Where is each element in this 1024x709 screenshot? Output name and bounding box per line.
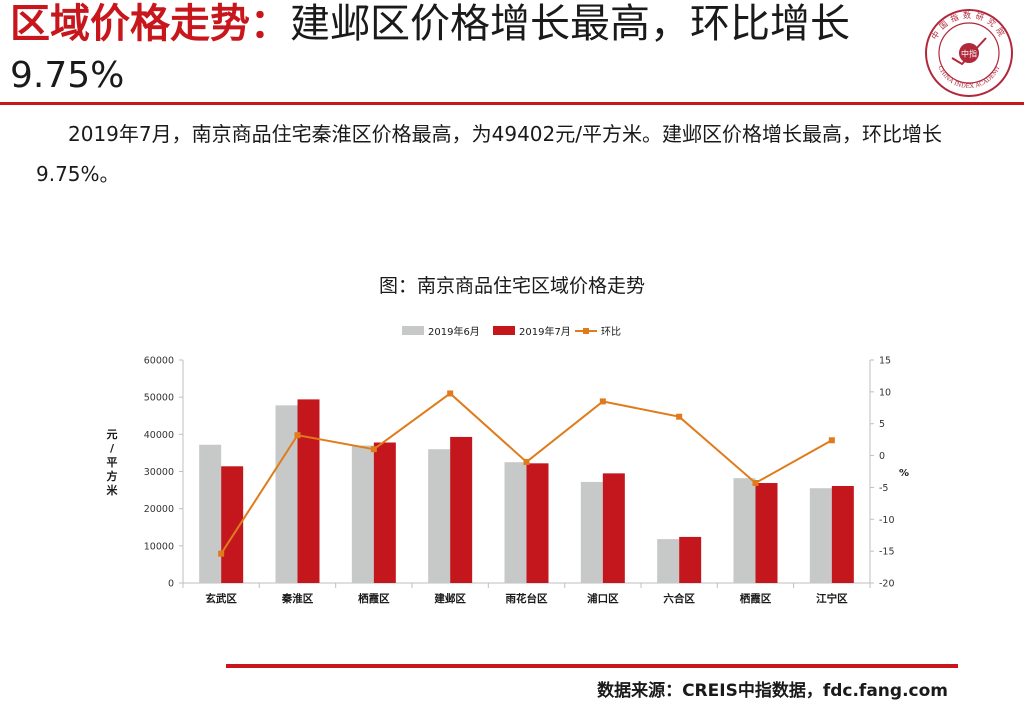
title-highlight: 区域价格走势： [10, 1, 290, 47]
y2-tick-label: -10 [879, 515, 895, 526]
line-point [752, 479, 759, 486]
bar [504, 462, 527, 583]
x-tick-label: 雨花台区 [506, 592, 548, 605]
y-tick-label: 30000 [144, 467, 174, 478]
legend-label: 2019年7月 [519, 325, 571, 338]
y-tick-label: 50000 [144, 393, 174, 404]
line-point [294, 432, 301, 439]
bar [809, 488, 832, 583]
title-main: 建邺区价格增长最高，环比增长 [290, 1, 850, 47]
bar [755, 483, 778, 583]
y-tick-label: 60000 [144, 356, 174, 367]
x-tick-label: 秦淮区 [281, 592, 314, 605]
x-tick-label: 建邺区 [433, 592, 466, 605]
bar [221, 466, 244, 583]
line-point [828, 437, 835, 444]
line-point [523, 458, 530, 465]
line-point [370, 446, 377, 453]
bar [733, 478, 756, 583]
title-line-2: 9.75% [10, 55, 125, 96]
y-tick-label: 20000 [144, 504, 174, 515]
x-tick-label: 玄武区 [205, 592, 237, 605]
line-point [599, 398, 606, 405]
bar [428, 449, 451, 583]
logo-center-text: 中指 [961, 49, 977, 59]
chart-title: 图：南京商品住宅区域价格走势 [378, 275, 645, 297]
y2-tick-label: 5 [879, 419, 885, 430]
description-body: 2019年7月，南京商品住宅秦淮区价格最高，为49402元/平方米。建邺区价格增… [36, 122, 942, 186]
x-tick-label: 栖霞区 [740, 592, 772, 605]
bar [657, 539, 680, 583]
legend-swatch [402, 326, 424, 335]
bar [297, 399, 320, 583]
y2-tick-label: 0 [879, 451, 885, 462]
legend-label: 2019年6月 [428, 325, 480, 338]
y2-tick-label: 15 [879, 356, 891, 367]
legend-label: 环比 [601, 326, 621, 338]
y2-tick-label: -5 [879, 483, 888, 494]
description-text: 2019年7月，南京商品住宅秦淮区价格最高，为49402元/平方米。建邺区价格增… [36, 114, 1006, 194]
bar [679, 536, 702, 583]
y-tick-label: 40000 [144, 430, 174, 441]
bar [831, 485, 854, 583]
data-source: 数据来源：CREIS中指数据，fdc.fang.com [597, 681, 948, 701]
bar [450, 436, 473, 583]
line-point [218, 550, 225, 557]
x-tick-label: 江宁区 [816, 592, 848, 605]
page-title: 区域价格走势：建邺区价格增长最高，环比增长 [10, 2, 910, 46]
legend-swatch [493, 326, 515, 335]
bar [580, 481, 603, 583]
y-tick-label: 10000 [144, 541, 174, 552]
y-axis-label: 元/平方米 [106, 428, 119, 497]
line-point [447, 390, 454, 397]
legend-marker [583, 328, 589, 334]
bar [373, 442, 396, 583]
bar [602, 473, 625, 583]
bar [199, 444, 222, 583]
x-tick-label: 浦口区 [587, 592, 619, 605]
line-point [676, 413, 683, 420]
bar [275, 405, 298, 583]
y-tick-label: 0 [168, 579, 174, 590]
bar [526, 463, 549, 583]
bar [351, 445, 374, 583]
y2-axis-label: % [899, 468, 909, 479]
header-divider [0, 102, 1024, 105]
y2-tick-label: -15 [879, 547, 895, 558]
y2-tick-label: 10 [879, 387, 891, 398]
x-tick-label: 六合区 [663, 592, 695, 605]
x-tick-label: 栖霞区 [358, 592, 390, 605]
china-index-academy-logo: 中指 中国指数研究院 CHINA INDEX ACADEMY [925, 9, 1013, 97]
footer-divider [226, 664, 958, 668]
y2-tick-label: -20 [879, 579, 895, 590]
